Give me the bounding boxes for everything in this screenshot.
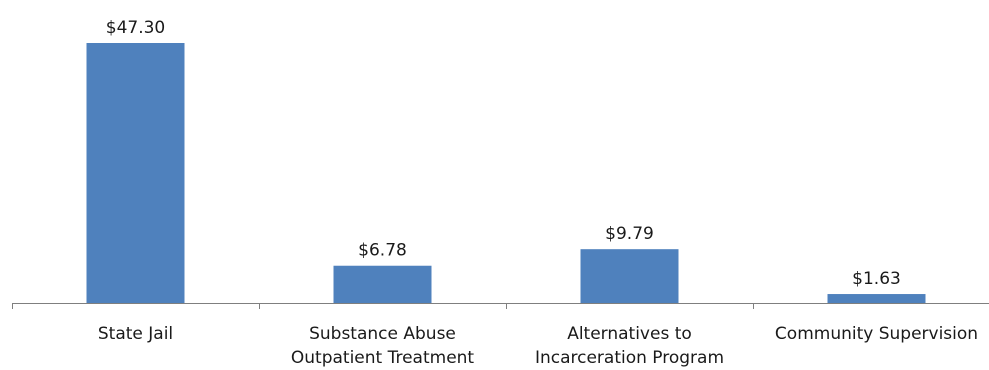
data-label-3: $1.63 <box>852 269 901 289</box>
data-label-2: $9.79 <box>605 224 654 244</box>
category-labels-group: State Jail Substance Abuse Outpatient Trea… <box>98 324 978 368</box>
category-label-1: Substance Abuse Outpatient Treatment <box>291 324 475 368</box>
category-label-0: State Jail <box>98 324 173 344</box>
bar-3 <box>827 294 926 303</box>
bars-group <box>86 43 926 303</box>
category-label-3: Community Supervision <box>775 324 978 344</box>
bar-1 <box>333 265 432 303</box>
bar-0 <box>86 43 185 303</box>
data-label-1: $6.78 <box>358 241 407 261</box>
data-labels-group: $47.30 $6.78 $9.79 $1.63 <box>106 18 901 289</box>
category-label-2: Alternatives to Incarceration Program <box>535 324 724 368</box>
bar-2 <box>580 249 679 303</box>
data-label-0: $47.30 <box>106 18 165 38</box>
x-axis <box>12 303 989 309</box>
